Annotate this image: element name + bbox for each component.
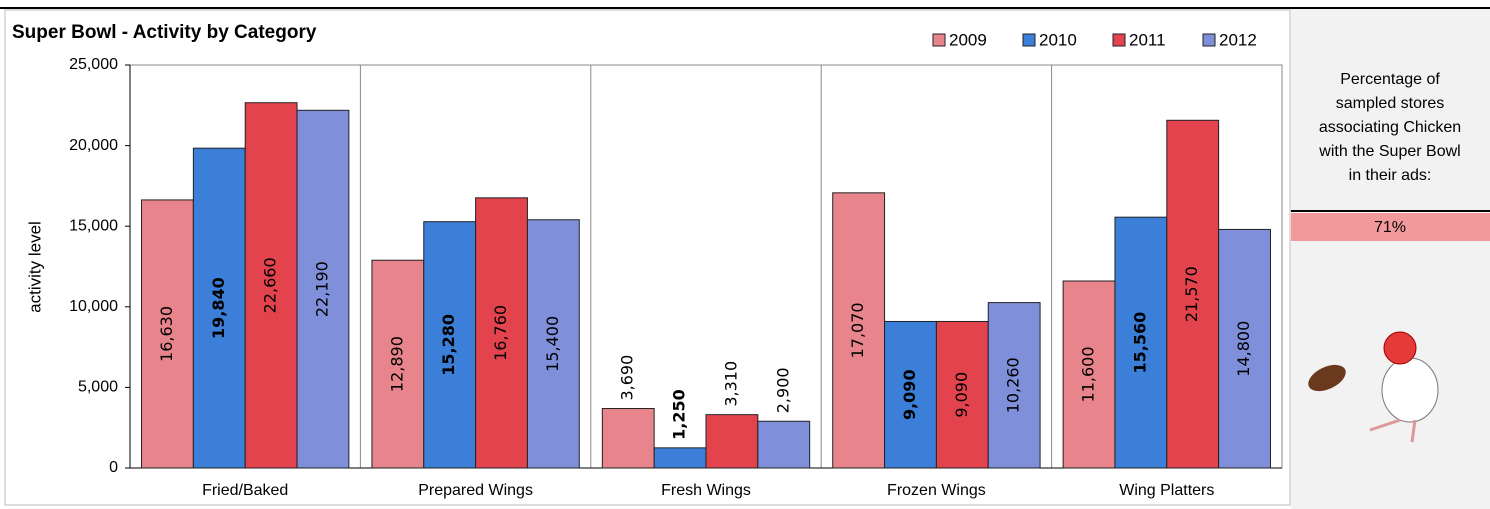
y-tick-label: 5,000 — [78, 379, 118, 396]
data-label: 1,250 — [670, 389, 689, 440]
panel-caption: Percentage of sampled stores associating C… — [1318, 71, 1461, 184]
panel-value-box — [1291, 213, 1490, 241]
y-tick-label: 15,000 — [69, 217, 118, 234]
bar — [192, 147, 246, 469]
data-label: 17,070 — [848, 302, 867, 358]
data-label: 3,690 — [618, 355, 637, 401]
y-tick-label: 10,000 — [69, 298, 118, 315]
bar — [935, 320, 989, 469]
y-axis-label: activity level — [25, 221, 44, 313]
bar — [832, 192, 886, 469]
legend-label: 2011 — [1129, 30, 1166, 49]
legend-swatch — [1022, 33, 1036, 47]
data-label: 19,840 — [209, 277, 228, 339]
legend-swatch — [932, 33, 946, 47]
y-tick-label: 0 — [109, 459, 118, 476]
legend-swatch — [1202, 33, 1216, 47]
bar — [1218, 228, 1271, 469]
chicken-illustration — [1308, 331, 1439, 443]
data-label: 16,760 — [491, 305, 510, 361]
panel-caption-line: associating Chicken — [1319, 119, 1461, 136]
y-tick-label: 25,000 — [69, 56, 118, 73]
y-tick-label: 20,000 — [69, 137, 118, 154]
data-label: 3,310 — [721, 361, 740, 407]
bar — [475, 197, 528, 469]
bar — [705, 414, 759, 469]
bar — [296, 109, 350, 469]
panel-caption-line: Percentage of — [1340, 71, 1440, 88]
bar — [601, 408, 655, 469]
legend-label: 2009 — [949, 30, 987, 49]
bar — [1166, 119, 1220, 469]
panel-caption-line: sampled stores — [1336, 95, 1445, 112]
data-label: 15,400 — [543, 316, 562, 372]
panel-caption-line: with the Super Bowl — [1318, 143, 1460, 160]
football — [1308, 364, 1346, 392]
data-label: 12,890 — [387, 336, 406, 392]
data-label: 9,090 — [900, 369, 919, 420]
x-tick-label: Prepared Wings — [418, 482, 533, 499]
data-label: 2,900 — [773, 367, 792, 413]
data-label: 14,800 — [1234, 321, 1253, 377]
helmet — [1383, 331, 1417, 365]
data-label: 16,630 — [157, 306, 176, 362]
data-label: 9,090 — [952, 372, 971, 418]
bar — [653, 447, 707, 469]
data-label: 15,280 — [439, 314, 458, 376]
data-label: 22,660 — [261, 257, 280, 313]
bar — [371, 259, 425, 469]
x-tick-label: Frozen Wings — [887, 482, 986, 499]
bar — [244, 102, 298, 469]
bar — [1062, 280, 1116, 469]
x-tick-label: Fried/Baked — [202, 482, 288, 499]
chart-title: Super Bowl - Activity by Category — [12, 22, 317, 43]
data-label: 22,190 — [312, 261, 331, 317]
panel-caption-line: in their ads: — [1349, 167, 1432, 184]
side-panel — [1291, 9, 1490, 509]
x-tick-label: Fresh Wings — [661, 482, 751, 499]
data-label: 15,560 — [1130, 312, 1149, 374]
x-tick-label: Wing Platters — [1119, 482, 1214, 499]
legend-label: 2012 — [1219, 30, 1257, 49]
legend-swatch — [1112, 33, 1126, 47]
bar — [987, 302, 1041, 469]
bar — [757, 420, 811, 469]
data-label: 10,260 — [1004, 357, 1023, 413]
legend-label: 2010 — [1039, 30, 1077, 49]
leg — [1410, 419, 1417, 443]
bar — [526, 219, 580, 469]
bar — [141, 199, 194, 469]
bar — [423, 221, 477, 469]
data-label: 11,600 — [1079, 347, 1098, 403]
bar — [884, 320, 937, 469]
data-label: 21,570 — [1182, 266, 1201, 322]
leg — [1369, 418, 1401, 432]
chicken-body — [1381, 357, 1439, 423]
panel-value: 71% — [1374, 219, 1406, 236]
